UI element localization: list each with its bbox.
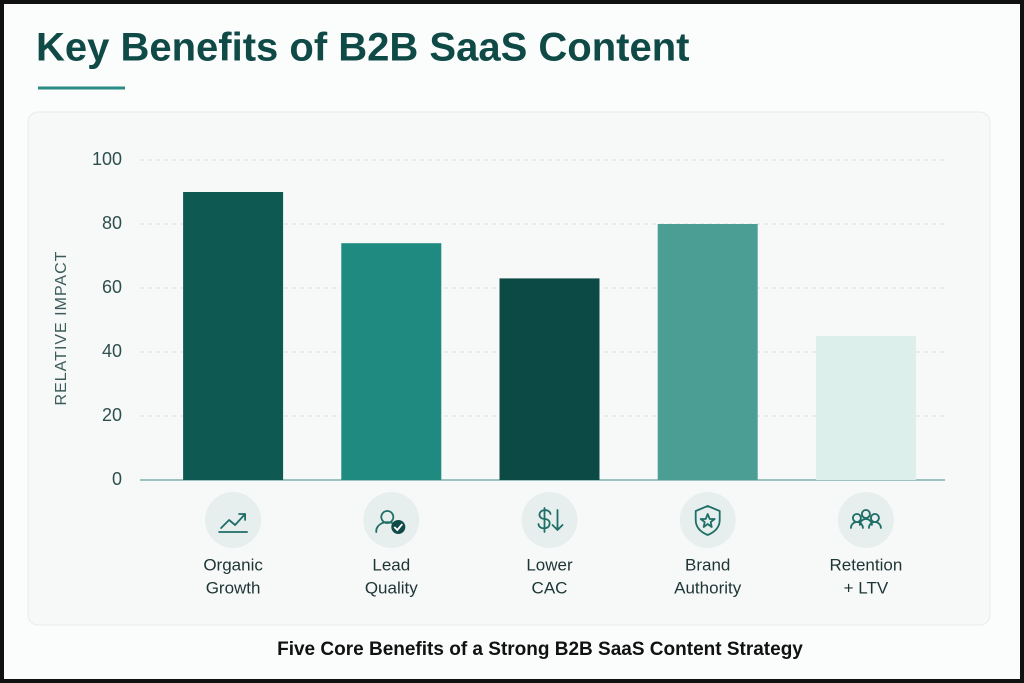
y-tick-label: 20 [102,405,122,425]
icon-badge [391,520,406,534]
icon-glyph [694,505,721,536]
y-tick-label: 60 [102,277,122,297]
x-tick-label: Lower [526,555,573,574]
icon-glyph [850,509,882,529]
bar [183,192,284,480]
bar [815,336,916,480]
x-tick-label: Lead [372,555,410,574]
category-icon [218,513,249,533]
bar [657,224,758,480]
chart-title: Key Benefits of B2B SaaS Content [36,26,689,70]
x-tick-label: Brand [685,555,730,574]
y-axis-label: RELATIVE IMPACT [53,251,70,406]
bar [341,243,442,480]
x-tick-label: Growth [206,578,261,597]
y-tick-label: 40 [102,341,122,361]
x-tick-label: Retention [830,555,903,574]
x-tick-label: Organic [203,555,263,574]
category-icon-bg [679,492,736,548]
y-tick-label: 80 [102,213,122,233]
y-tick-label: 100 [92,149,122,169]
icon-glyph [218,513,249,533]
x-tick-label: Quality [365,578,418,597]
chart-caption: Five Core Benefits of a Strong B2B SaaS … [277,639,803,660]
icon-glyph [537,507,564,533]
category-icon-bg [205,492,262,548]
category-icon [694,505,721,536]
x-tick-label: CAC [532,578,568,597]
bar [499,278,600,480]
category-icon-bg [521,492,578,548]
category-icon [850,509,882,529]
category-icon [375,510,406,534]
x-tick-label: Authority [674,578,742,597]
category-icon [537,507,564,533]
x-tick-label: + LTV [844,578,889,597]
category-icon-bg [837,492,894,548]
category-icon-bg [363,492,420,548]
icon-check [393,523,403,532]
y-tick-label: 0 [112,469,122,489]
